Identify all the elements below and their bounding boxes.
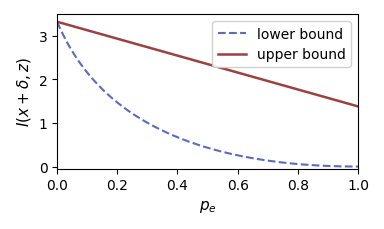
Line: lower bound: lower bound <box>57 23 358 167</box>
upper bound <box>187 58 192 61</box>
lower bound <box>55 21 60 24</box>
lower bound <box>177 137 181 139</box>
lower bound <box>290 162 294 165</box>
upper bound <box>55 21 60 24</box>
lower bound <box>86 73 90 75</box>
lower bound <box>262 159 266 162</box>
upper bound <box>86 30 90 33</box>
lower bound <box>356 165 360 168</box>
upper bound <box>262 79 266 82</box>
upper bound <box>177 55 181 58</box>
upper bound <box>356 106 360 108</box>
Line: upper bound: upper bound <box>57 23 358 107</box>
lower bound <box>187 141 192 144</box>
lower bound <box>295 163 300 166</box>
upper bound <box>295 89 300 91</box>
Y-axis label: $I(x + \delta, z)$: $I(x + \delta, z)$ <box>15 57 33 127</box>
upper bound <box>290 87 294 90</box>
Legend: lower bound, upper bound: lower bound, upper bound <box>212 22 351 68</box>
X-axis label: $p_e$: $p_e$ <box>199 198 217 214</box>
